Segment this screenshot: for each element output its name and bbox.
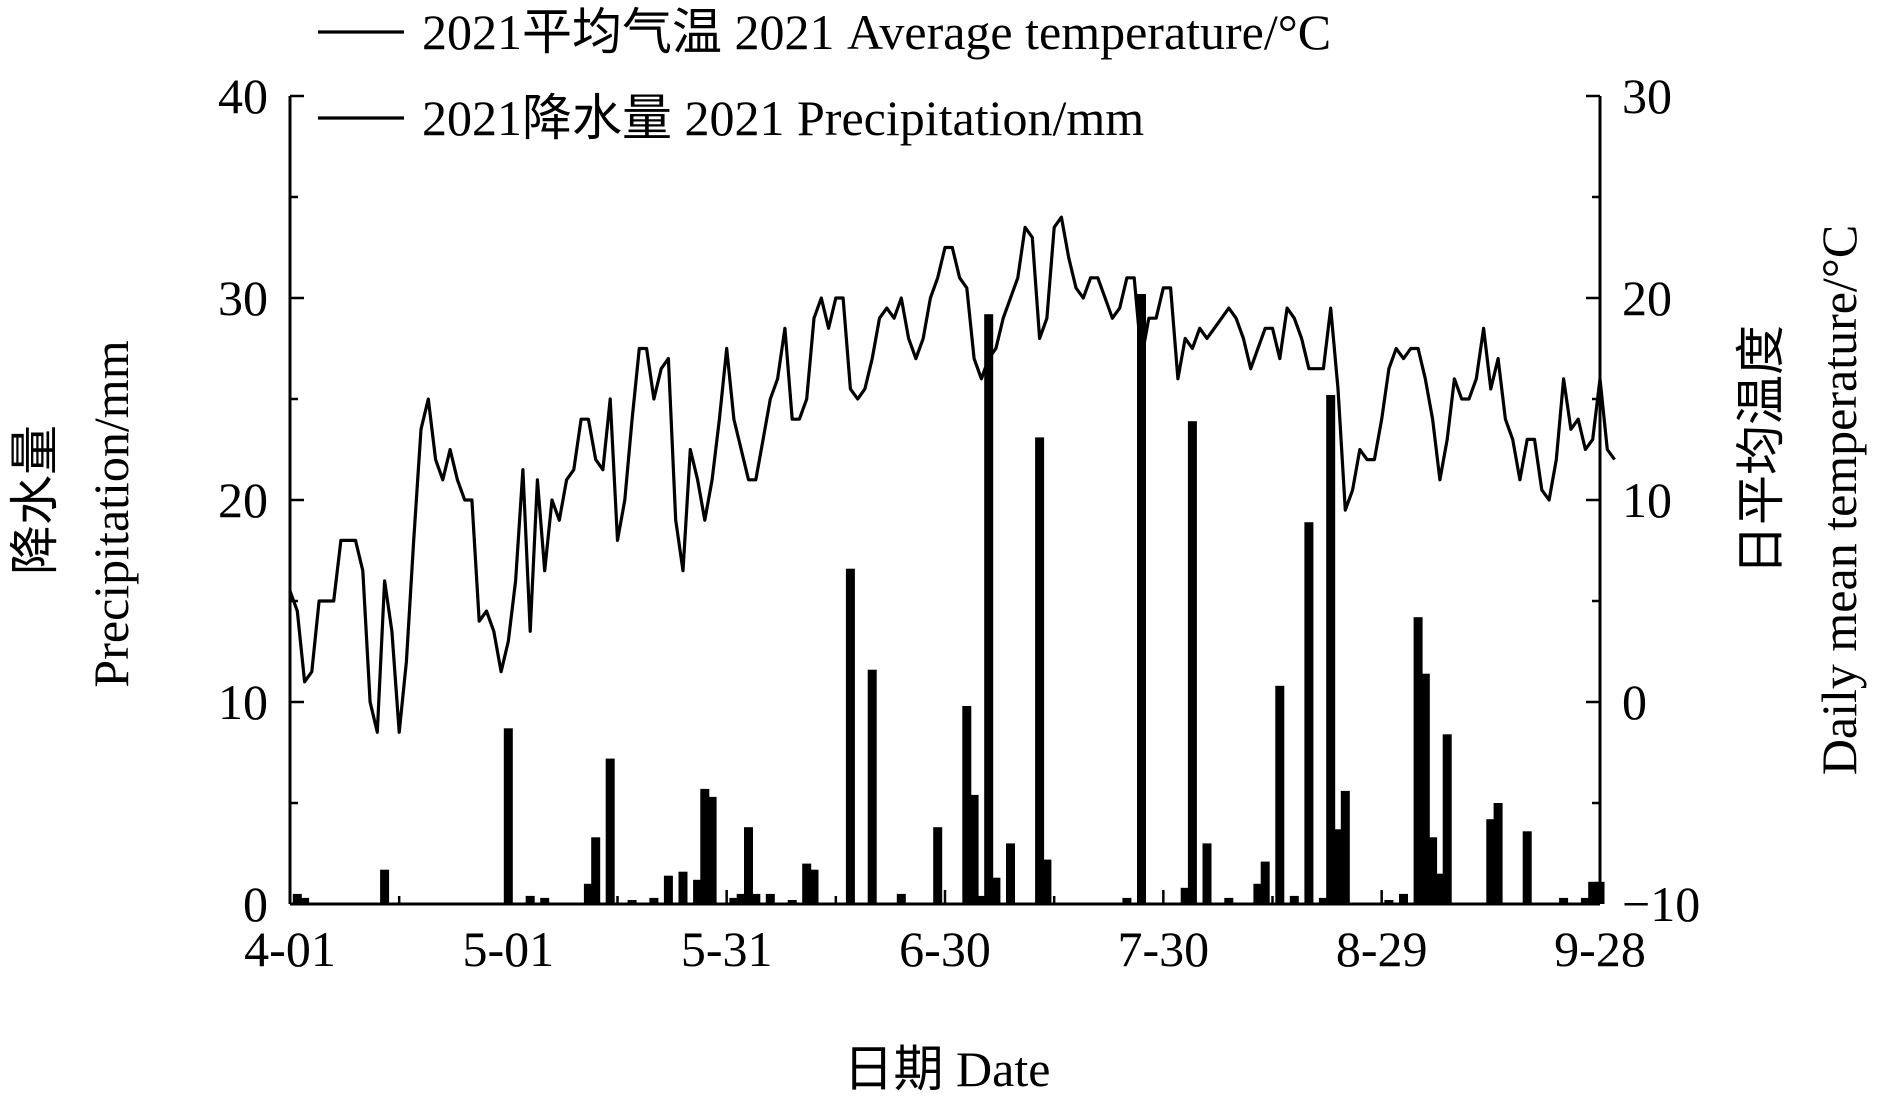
left-tick-label: 30 xyxy=(218,270,268,326)
precipitation-bar xyxy=(605,758,615,904)
right-tick-label: −10 xyxy=(1622,876,1700,932)
precipitation-bar xyxy=(1340,790,1350,904)
precipitation-bar xyxy=(1318,897,1328,904)
right-axis-title-cn: 日平均温度 xyxy=(1733,325,1789,575)
precipitation-bar xyxy=(765,893,775,904)
precipitation-bar xyxy=(736,893,746,904)
precipitation-bar xyxy=(292,893,302,904)
precipitation-bar xyxy=(591,837,601,904)
precipitation-bar xyxy=(1187,421,1197,904)
axes: 0 10 20 30 40 −10 0 10 20 30 4-01 5-01 5-31 6-30 7-30 8… xyxy=(218,68,1700,977)
x-tick-label: 8-29 xyxy=(1336,921,1428,977)
precipitation-bar xyxy=(1253,883,1263,904)
precipitation-bar xyxy=(1006,843,1015,904)
precipitation-bar xyxy=(1260,861,1270,904)
precipitation-bar xyxy=(1275,685,1285,904)
precipitation-bar xyxy=(1493,803,1503,904)
precipitation-bar xyxy=(802,863,812,904)
x-tick-label: 5-31 xyxy=(681,921,773,977)
precipitation-bar xyxy=(991,877,1001,904)
x-tick-label: 6-30 xyxy=(899,921,991,977)
legend: 2021平均气温 2021 Average temperature/°C 2021… xyxy=(318,4,1331,146)
precipitation-bar xyxy=(751,893,761,904)
precipitation-bar xyxy=(1326,395,1336,904)
precipitation-bar xyxy=(1435,873,1445,904)
left-axis-title-en: Precipitation/mm xyxy=(83,340,139,687)
precipitation-bar xyxy=(1384,900,1394,904)
precipitation-bar xyxy=(1333,829,1343,904)
precipitation-bar xyxy=(845,568,855,904)
precipitation-bar xyxy=(649,897,659,904)
precipitation-bar xyxy=(744,827,753,904)
precipitation-bar xyxy=(1442,734,1452,904)
precipitation-bar xyxy=(1304,522,1314,904)
x-tick-label: 5-01 xyxy=(463,921,555,977)
precipitation-bar xyxy=(1522,831,1532,904)
precipitation-bar xyxy=(1122,897,1132,904)
precipitation-bar xyxy=(1042,859,1052,904)
precipitation-bar xyxy=(933,827,943,904)
precipitation-bar xyxy=(1486,819,1496,904)
precipitation-bar xyxy=(693,879,703,904)
left-tick-label: 20 xyxy=(218,472,268,528)
precipitation-bar xyxy=(1428,837,1438,904)
precipitation-bar xyxy=(583,883,593,904)
legend-label-temperature: 2021平均气温 2021 Average temperature/°C xyxy=(422,4,1331,60)
precipitation-bar xyxy=(1202,843,1212,904)
left-tick-label: 0 xyxy=(243,876,268,932)
left-tick-label: 40 xyxy=(218,68,268,124)
x-axis-title: 日期 Date xyxy=(844,1041,1051,1097)
precipitation-bar xyxy=(1580,897,1590,904)
precipitation-bar xyxy=(540,897,550,904)
precipitation-bar xyxy=(729,897,739,904)
precipitation-bar xyxy=(976,895,986,904)
precipitation-bar xyxy=(809,869,819,904)
precipitation-bar xyxy=(627,900,637,904)
left-tick-label: 10 xyxy=(218,674,268,730)
precipitation-bar xyxy=(380,869,390,904)
precipitation-bar xyxy=(1413,617,1423,904)
precipitation-bar xyxy=(969,794,979,904)
precipitation-bar xyxy=(1289,895,1299,904)
precipitation-bar xyxy=(867,669,877,904)
right-tick-label: 20 xyxy=(1622,270,1672,326)
precipitation-bar xyxy=(1180,887,1190,904)
precipitation-bar xyxy=(663,875,673,904)
precipitation-bar xyxy=(300,897,310,904)
precipitation-bar xyxy=(896,893,906,904)
axis-titles: 日期 Date 降水量 Precipitation/mm 日平均温度 Daily mea… xyxy=(7,225,1867,1097)
right-tick-label: 10 xyxy=(1622,472,1672,528)
x-tick-label: 7-30 xyxy=(1118,921,1210,977)
precipitation-bar xyxy=(962,706,972,904)
precipitation-bar xyxy=(503,728,513,904)
precipitation-bar xyxy=(700,788,710,904)
right-tick-label: 30 xyxy=(1622,68,1672,124)
precipitation-bar xyxy=(707,796,717,904)
x-tick-label: 4-01 xyxy=(244,921,336,977)
right-axis-title-en: Daily mean temperature/°C xyxy=(1811,225,1867,775)
right-tick-label: 0 xyxy=(1622,674,1647,730)
precipitation-bar xyxy=(525,895,535,904)
precipitation-bar xyxy=(1035,437,1045,904)
precipitation-bar xyxy=(1224,897,1234,904)
precipitation-bar xyxy=(1420,673,1430,904)
precipitation-bars xyxy=(292,294,1605,904)
precipitation-bar xyxy=(1399,893,1408,904)
precipitation-bar xyxy=(787,900,797,904)
precipitation-bar xyxy=(984,314,994,904)
legend-label-precipitation: 2021降水量 2021 Precipitation/mm xyxy=(422,90,1144,146)
x-tick-label: 9-28 xyxy=(1554,921,1646,977)
precipitation-bar xyxy=(1588,881,1598,904)
precipitation-bar xyxy=(678,871,688,904)
precipitation-bar xyxy=(1137,294,1146,904)
temperature-series-line xyxy=(288,215,1616,734)
precipitation-bar xyxy=(1559,897,1569,904)
left-axis-title-cn: 降水量 xyxy=(7,425,63,575)
